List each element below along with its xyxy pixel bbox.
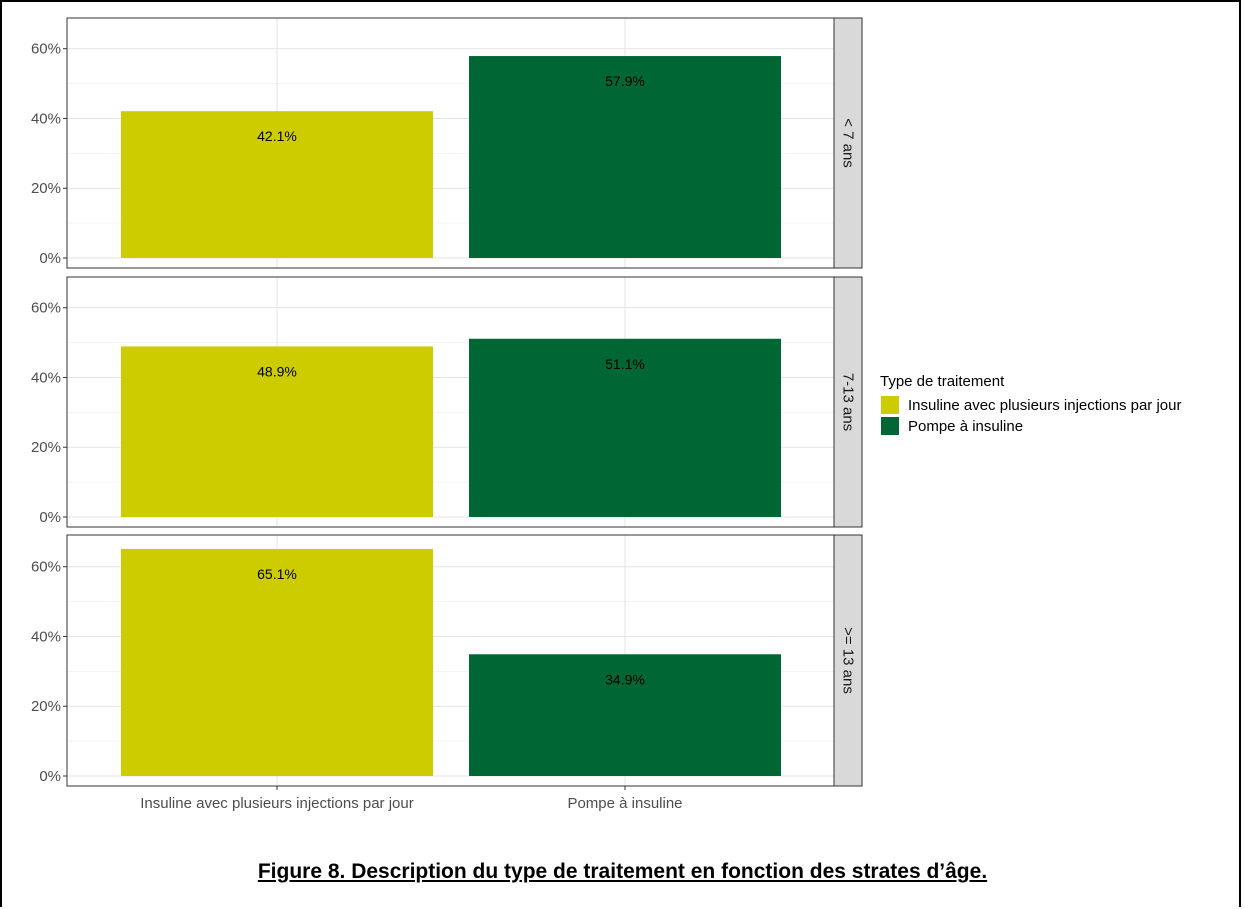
- legend-item-label: Pompe à insuline: [908, 418, 1023, 435]
- figure-caption: Figure 8. Description du type de traitem…: [257, 860, 988, 883]
- faceted-bar-chart: 42.1% 57.9% 0% 20% 40% 60% < 7 ans 48.9% 51.1% 0%…: [31, 17, 1181, 812]
- bar-value-label: 42.1%: [257, 128, 297, 144]
- bar: [121, 548, 433, 776]
- bar-value-label: 57.9%: [605, 73, 645, 89]
- bar-value-label: 51.1%: [605, 356, 645, 372]
- bar: [121, 111, 433, 258]
- bar: [469, 654, 781, 776]
- x-tick-label: Insuline avec plusieurs injections par j…: [140, 795, 413, 812]
- y-tick-label: 0%: [39, 768, 61, 785]
- facet-strip-label: 7-13 ans: [840, 373, 857, 431]
- y-tick-label: 60%: [31, 41, 61, 58]
- y-tick-label: 0%: [39, 509, 61, 526]
- y-tick-label: 40%: [31, 369, 61, 386]
- y-tick-label: 40%: [31, 110, 61, 127]
- facet-strip-label: < 7 ans: [840, 118, 857, 168]
- legend-item-label: Insuline avec plusieurs injections par j…: [908, 397, 1181, 414]
- facet-strip: [833, 17, 863, 269]
- bar-value-label: 65.1%: [257, 566, 297, 582]
- legend-title: Type de traitement: [880, 373, 1005, 390]
- legend-swatch: [881, 417, 899, 435]
- legend-swatch: [881, 396, 899, 414]
- y-tick-label: 20%: [31, 698, 61, 715]
- bar-value-label: 34.9%: [605, 671, 645, 687]
- facet-strip: [833, 534, 863, 787]
- y-tick-label: 20%: [31, 439, 61, 456]
- y-tick-label: 60%: [31, 300, 61, 317]
- y-tick-label: 0%: [39, 250, 61, 267]
- bar: [469, 338, 781, 517]
- y-tick-label: 20%: [31, 180, 61, 197]
- x-tick-label: Pompe à insuline: [567, 795, 682, 812]
- y-tick-label: 40%: [31, 628, 61, 645]
- bar-value-label: 48.9%: [257, 363, 297, 379]
- bar: [121, 346, 433, 517]
- facet-strip: [833, 276, 863, 528]
- bar: [469, 56, 781, 258]
- facet-strip-label: >= 13 ans: [840, 627, 857, 694]
- y-tick-label: 60%: [31, 559, 61, 576]
